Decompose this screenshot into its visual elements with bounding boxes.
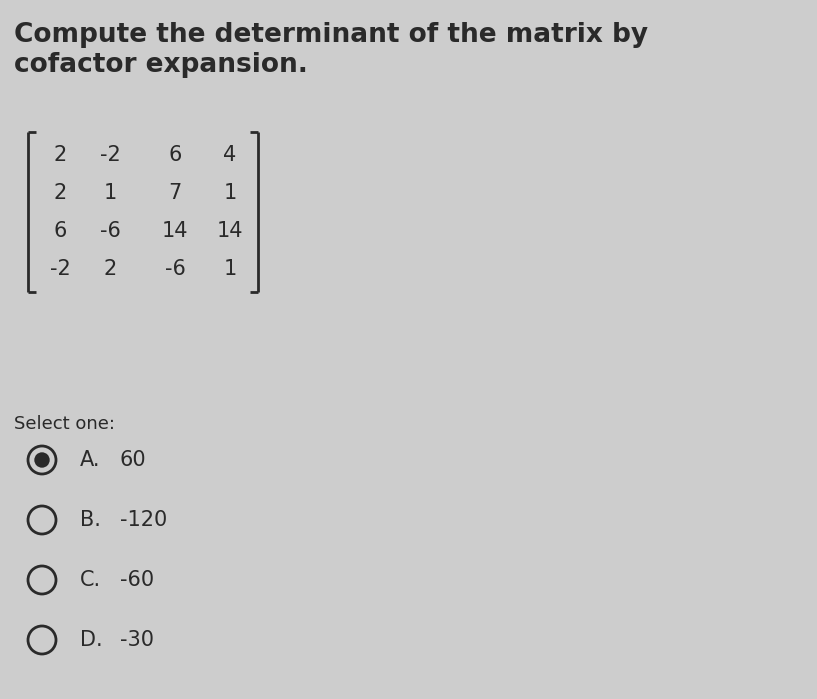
Text: 6: 6 xyxy=(168,145,181,165)
Text: 2: 2 xyxy=(104,259,117,279)
Text: C.: C. xyxy=(80,570,101,590)
Text: -6: -6 xyxy=(164,259,185,279)
Text: Select one:: Select one: xyxy=(14,415,115,433)
Text: 1: 1 xyxy=(104,183,117,203)
Text: Compute the determinant of the matrix by: Compute the determinant of the matrix by xyxy=(14,22,648,48)
Text: 14: 14 xyxy=(162,221,188,241)
Text: -60: -60 xyxy=(120,570,154,590)
Text: D.: D. xyxy=(80,630,103,650)
Circle shape xyxy=(34,452,50,468)
Text: 60: 60 xyxy=(120,450,146,470)
Text: -120: -120 xyxy=(120,510,167,530)
Text: cofactor expansion.: cofactor expansion. xyxy=(14,52,308,78)
Text: 4: 4 xyxy=(223,145,237,165)
Text: -2: -2 xyxy=(100,145,120,165)
Text: -2: -2 xyxy=(50,259,70,279)
Text: -6: -6 xyxy=(100,221,120,241)
Text: 2: 2 xyxy=(53,145,67,165)
Text: 6: 6 xyxy=(53,221,67,241)
Text: B.: B. xyxy=(80,510,100,530)
Text: -30: -30 xyxy=(120,630,154,650)
Text: 1: 1 xyxy=(223,183,237,203)
Text: 1: 1 xyxy=(223,259,237,279)
Text: A.: A. xyxy=(80,450,100,470)
Text: 14: 14 xyxy=(217,221,243,241)
Text: 7: 7 xyxy=(168,183,181,203)
Text: 2: 2 xyxy=(53,183,67,203)
